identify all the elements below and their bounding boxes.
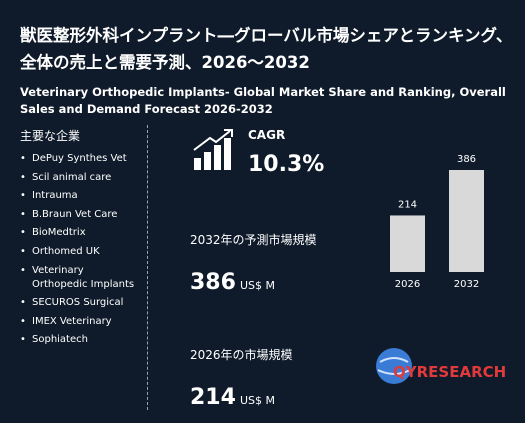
company: Veterinary Orthopedic Implants — [20, 264, 135, 292]
companies-heading: 主要な企業 — [20, 129, 81, 143]
logo-globe — [376, 348, 412, 384]
forecast-label: 2032年の予測市場規模 — [190, 233, 317, 247]
divider — [147, 125, 148, 410]
company: Scil animal care — [20, 171, 135, 185]
title: 獣医整形外科インプラント―グローバル市場シェアとランキング、全体の売上と需要予測… — [20, 26, 513, 72]
subtitle: Veterinary Orthopedic Implants- Global M… — [20, 85, 506, 116]
bar — [449, 170, 484, 272]
x-tick-label: 2026 — [395, 279, 420, 290]
current-label: 2026年の市場規模 — [190, 348, 293, 362]
company: IMEX Veterinary — [20, 315, 135, 329]
current-value: 214 — [190, 385, 236, 410]
logo-text: QYRESEARCH — [393, 363, 507, 381]
bar — [390, 215, 425, 272]
cagr-value: 10.3% — [248, 152, 325, 177]
forecast-value: 386 — [190, 270, 236, 295]
bar-value-label: 214 — [398, 199, 417, 210]
company: Intrauma — [20, 189, 135, 203]
chart: 214 2026 386 2032 — [390, 154, 484, 290]
current: 214 US$ M — [190, 385, 275, 410]
forecast: 386 US$ M — [190, 270, 275, 295]
company: Sophiatech — [20, 333, 135, 347]
forecast-unit: US$ M — [239, 279, 275, 292]
company-list: DePuy Synthes Vet Scil animal care Intraum… — [20, 152, 135, 352]
x-tick-label: 2032 — [454, 279, 479, 290]
company: BioMedtrix — [20, 226, 135, 240]
company: DePuy Synthes Vet — [20, 152, 135, 166]
bar-value-label: 386 — [457, 154, 476, 165]
company: B.Braun Vet Care — [20, 208, 135, 222]
growth-icon — [193, 129, 233, 170]
current-unit: US$ M — [239, 394, 275, 407]
company: Orthomed UK — [20, 245, 135, 259]
company: SECUROS Surgical — [20, 296, 135, 310]
cagr-label: CAGR — [248, 128, 286, 142]
